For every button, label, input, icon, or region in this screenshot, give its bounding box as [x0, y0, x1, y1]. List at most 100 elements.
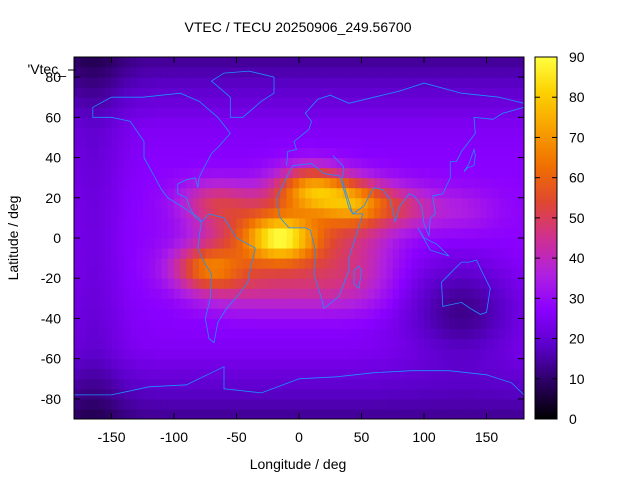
heatmap-cell — [286, 358, 294, 370]
heatmap-cell — [105, 298, 112, 309]
heatmap-cell — [399, 408, 406, 419]
heatmap-cell — [467, 248, 475, 259]
heatmap-cell — [367, 328, 375, 340]
heatmap-cell — [192, 227, 200, 239]
heatmap-cell — [211, 318, 219, 329]
heatmap-cell — [492, 217, 500, 229]
heatmap-cell — [342, 217, 350, 229]
heatmap-cell — [161, 107, 169, 118]
heatmap-cell — [349, 147, 356, 159]
heatmap-cell — [305, 197, 312, 209]
heatmap-cell — [242, 408, 250, 419]
heatmap-cell — [261, 177, 269, 189]
heatmap-cell — [155, 197, 162, 209]
heatmap-cell — [311, 238, 319, 249]
heatmap-cell — [149, 57, 156, 68]
heatmap-cell — [80, 388, 87, 400]
heatmap-cell — [355, 258, 362, 269]
heatmap-cell — [336, 117, 344, 128]
heatmap-cell — [286, 117, 294, 128]
heatmap-cell — [192, 137, 200, 148]
heatmap-cell — [249, 127, 256, 138]
heatmap-cell — [186, 308, 194, 319]
heatmap-cell — [330, 408, 337, 419]
heatmap-cell — [155, 67, 162, 78]
heatmap-cell — [92, 388, 100, 400]
heatmap-cell — [455, 147, 462, 159]
heatmap-cell — [367, 227, 375, 239]
heatmap-cell — [167, 117, 175, 128]
heatmap-cell — [136, 318, 144, 329]
heatmap-cell — [267, 358, 275, 370]
heatmap-cell — [280, 187, 287, 199]
heatmap-cell — [274, 318, 281, 329]
heatmap-cell — [249, 77, 256, 88]
heatmap-cell — [342, 127, 350, 138]
heatmap-cell — [99, 258, 106, 269]
heatmap-cell — [86, 248, 94, 259]
heatmap-cell — [405, 268, 412, 279]
heatmap-cell — [311, 197, 319, 209]
heatmap-cell — [111, 378, 119, 390]
heatmap-cell — [255, 288, 262, 299]
heatmap-cell — [424, 388, 431, 400]
heatmap-cell — [486, 268, 494, 279]
heatmap-cell — [86, 167, 94, 179]
heatmap-cell — [149, 388, 156, 400]
heatmap-cell — [186, 238, 194, 249]
heatmap-cell — [217, 318, 225, 329]
heatmap-cell — [186, 197, 194, 209]
heatmap-cell — [230, 127, 237, 138]
heatmap-cell — [249, 217, 256, 229]
heatmap-cell — [449, 278, 456, 289]
heatmap-cell — [99, 338, 106, 350]
coastline — [74, 366, 524, 396]
heatmap-cell — [224, 227, 231, 239]
heatmap-cell — [324, 268, 331, 279]
heatmap-cell — [449, 408, 456, 419]
heatmap-cell — [311, 207, 319, 219]
heatmap-cell — [149, 157, 156, 169]
heatmap-cell — [155, 378, 162, 390]
heatmap-cell — [124, 328, 131, 340]
heatmap-cell — [86, 97, 94, 108]
heatmap-cell — [224, 388, 231, 400]
heatmap-cell — [380, 87, 387, 98]
heatmap-cell — [455, 408, 462, 419]
heatmap-cell — [136, 107, 144, 118]
heatmap-cell — [161, 87, 169, 98]
heatmap-cell — [186, 117, 194, 128]
heatmap-cell — [186, 187, 194, 199]
heatmap-cell — [236, 97, 244, 108]
heatmap-cell — [205, 378, 212, 390]
heatmap-cell — [192, 398, 200, 410]
heatmap-cell — [511, 197, 519, 209]
heatmap-cell — [442, 177, 450, 189]
heatmap-cell — [192, 278, 200, 289]
heatmap-cell — [430, 77, 437, 88]
y-tick-label: -60 — [41, 351, 61, 367]
heatmap-cell — [211, 147, 219, 159]
heatmap-cell — [105, 217, 112, 229]
heatmap-cell — [424, 167, 431, 179]
heatmap-cell — [224, 147, 231, 159]
heatmap-cell — [136, 147, 144, 159]
heatmap-cell — [255, 278, 262, 289]
heatmap-cell — [449, 298, 456, 309]
heatmap-cell — [161, 278, 169, 289]
heatmap-cell — [80, 137, 87, 148]
heatmap-cell — [130, 338, 137, 350]
heatmap-cell — [492, 308, 500, 319]
heatmap-cell — [74, 288, 81, 299]
heatmap-cell — [180, 388, 187, 400]
heatmap-cell — [255, 388, 262, 400]
heatmap-cell — [274, 288, 281, 299]
heatmap-cell — [399, 77, 406, 88]
heatmap-cell — [430, 127, 437, 138]
heatmap-cell — [217, 127, 225, 138]
heatmap-cell — [142, 77, 150, 88]
heatmap-cell — [324, 328, 331, 340]
heatmap-cell — [467, 137, 475, 148]
heatmap-cell — [92, 408, 100, 419]
heatmap-cell — [330, 157, 337, 169]
